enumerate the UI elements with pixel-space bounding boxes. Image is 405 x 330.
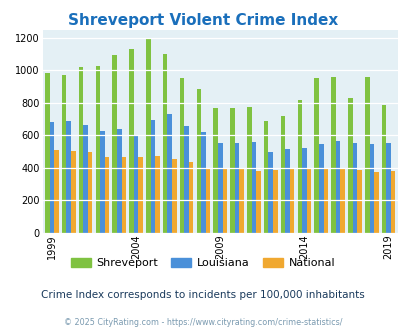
Text: © 2025 CityRating.com - https://www.cityrating.com/crime-statistics/: © 2025 CityRating.com - https://www.city… — [64, 318, 341, 327]
Bar — [234, 143, 239, 233]
Bar — [95, 66, 100, 233]
Bar — [335, 141, 339, 233]
Bar — [155, 156, 159, 233]
Bar — [205, 168, 210, 233]
Bar — [100, 131, 104, 233]
Bar — [318, 144, 323, 233]
Bar — [217, 143, 222, 233]
Bar — [356, 170, 361, 233]
Bar — [247, 107, 251, 233]
Bar — [150, 120, 155, 233]
Bar — [196, 89, 200, 233]
Bar — [222, 169, 226, 233]
Bar — [167, 114, 172, 233]
Bar — [117, 129, 121, 233]
Text: Crime Index corresponds to incidents per 100,000 inhabitants: Crime Index corresponds to incidents per… — [41, 290, 364, 300]
Bar — [306, 169, 311, 233]
Bar — [49, 122, 54, 233]
Bar — [268, 152, 273, 233]
Bar — [66, 121, 71, 233]
Bar — [188, 162, 193, 233]
Bar — [112, 55, 117, 233]
Bar — [352, 143, 356, 233]
Bar — [162, 54, 167, 233]
Bar — [364, 77, 369, 233]
Bar — [45, 73, 49, 233]
Bar — [71, 151, 75, 233]
Bar — [390, 171, 394, 233]
Bar — [280, 116, 285, 233]
Bar — [121, 157, 126, 233]
Bar — [79, 67, 83, 233]
Bar — [87, 152, 92, 233]
Bar — [273, 170, 277, 233]
Bar — [323, 168, 327, 233]
Bar — [138, 157, 143, 233]
Bar — [347, 98, 352, 233]
Bar — [172, 159, 176, 233]
Bar — [54, 150, 59, 233]
Bar — [129, 49, 134, 233]
Bar — [251, 142, 256, 233]
Bar — [200, 132, 205, 233]
Bar — [297, 100, 301, 233]
Bar — [179, 79, 184, 233]
Bar — [184, 126, 188, 233]
Bar — [369, 144, 373, 233]
Bar — [381, 105, 386, 233]
Text: Shreveport Violent Crime Index: Shreveport Violent Crime Index — [68, 13, 337, 28]
Bar — [373, 172, 378, 233]
Bar — [263, 121, 268, 233]
Bar — [256, 171, 260, 233]
Bar — [213, 108, 217, 233]
Bar — [314, 79, 318, 233]
Bar — [83, 125, 87, 233]
Legend: Shreveport, Louisiana, National: Shreveport, Louisiana, National — [70, 258, 335, 268]
Bar — [289, 169, 294, 233]
Bar — [239, 169, 243, 233]
Bar — [301, 148, 306, 233]
Bar — [146, 39, 150, 233]
Bar — [134, 136, 138, 233]
Bar — [330, 77, 335, 233]
Bar — [104, 157, 109, 233]
Bar — [230, 108, 234, 233]
Bar — [62, 75, 66, 233]
Bar — [339, 169, 344, 233]
Bar — [285, 149, 289, 233]
Bar — [386, 143, 390, 233]
